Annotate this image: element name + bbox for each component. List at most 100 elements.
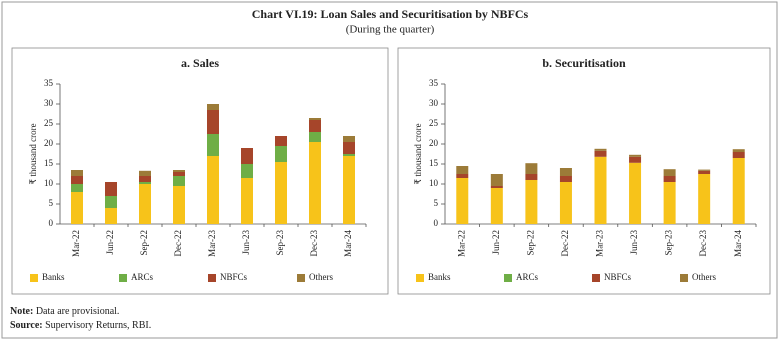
bar-segment [594, 148, 607, 151]
x-tick-label: Jun-23 [629, 230, 639, 255]
y-tick-label: 35 [429, 78, 439, 88]
y-axis-title: ₹ thousand crore [28, 123, 38, 184]
bar-segment [173, 172, 185, 176]
panel-title: a. Sales [181, 56, 219, 70]
y-tick-label: 25 [44, 118, 54, 128]
y-tick-label: 0 [434, 218, 439, 228]
bar-segment [698, 170, 711, 174]
bar-segment [732, 149, 745, 152]
bar-segment [139, 184, 151, 224]
bar-segment [732, 158, 745, 224]
y-tick-label: 25 [429, 118, 439, 128]
y-tick-label: 15 [429, 158, 439, 168]
x-tick-label: Mar-24 [343, 230, 353, 257]
bar-segment [71, 184, 83, 192]
y-tick-label: 10 [429, 178, 439, 188]
y-tick-label: 35 [44, 78, 54, 88]
x-tick-label: Dec-22 [560, 230, 570, 257]
panel-frame [397, 47, 771, 295]
y-tick-label: 30 [429, 98, 439, 108]
bar-segment [629, 162, 642, 224]
bar-segment [343, 136, 355, 142]
bar-segment [343, 154, 355, 156]
legend-label: Banks [428, 272, 451, 282]
x-tick-label: Dec-23 [309, 230, 319, 257]
y-tick-label: 5 [434, 198, 439, 208]
bar-segment [663, 169, 676, 176]
bar-segment [139, 170, 151, 176]
y-tick-label: 20 [44, 138, 54, 148]
legend-label: ARCs [131, 272, 154, 282]
bar-segment [698, 174, 711, 224]
x-tick-label: Sep-22 [139, 230, 149, 256]
bar-segment [105, 208, 117, 224]
bar-segment [309, 120, 321, 132]
legend-swatch [208, 274, 216, 282]
y-tick-label: 10 [44, 178, 54, 188]
chart-panel: a. Sales 0 5 10 15 20 25 30 35 ₹ thousand crore Ma… [11, 47, 389, 295]
bar-segment [275, 146, 287, 162]
legend-label: ARCs [516, 272, 539, 282]
bar-segment [594, 156, 607, 224]
bar-segment [309, 118, 321, 120]
x-tick-label: Jun-22 [105, 230, 115, 255]
legend-swatch [592, 274, 600, 282]
note-text: Data are provisional. [36, 306, 120, 317]
legend-swatch [297, 274, 305, 282]
legend-swatch [416, 274, 424, 282]
x-tick-label: Mar-23 [595, 230, 605, 257]
bar-segment [173, 176, 185, 186]
bar-segment [629, 154, 642, 157]
legend-label: Others [692, 272, 716, 282]
bar-segment [559, 168, 572, 176]
y-axis-title: ₹ thousand crore [413, 123, 423, 184]
note: Note: Data are provisional. [10, 306, 119, 317]
bar-segment [241, 148, 253, 164]
legend-label: NBFCs [604, 272, 632, 282]
bar-segment [275, 136, 287, 146]
x-tick-label: Dec-22 [173, 230, 183, 257]
legend-label: Banks [42, 272, 65, 282]
bar-segment [309, 142, 321, 224]
x-tick-label: Mar-24 [733, 230, 743, 257]
bar-segment [241, 164, 253, 178]
x-tick-label: Mar-22 [456, 230, 466, 257]
source-label: Source: [10, 320, 43, 331]
legend-swatch [504, 274, 512, 282]
bar-segment [105, 196, 117, 208]
bar-segment [490, 186, 503, 188]
x-tick-label: Sep-23 [664, 230, 674, 256]
note-label: Note: [10, 306, 33, 317]
bar-segment [343, 156, 355, 224]
bar-segment [698, 169, 711, 171]
bar-segment [105, 182, 117, 196]
x-tick-label: Mar-23 [207, 230, 217, 257]
bar-segment [663, 176, 676, 182]
bar-segment [139, 176, 151, 182]
bar-segment [207, 134, 219, 156]
bar-segment [207, 156, 219, 224]
bar-segment [173, 170, 185, 172]
legend-label: Others [309, 272, 333, 282]
legend-swatch [119, 274, 127, 282]
bar-segment [559, 176, 572, 182]
bar-segment [71, 170, 83, 176]
bar-segment [456, 174, 469, 178]
x-tick-label: Mar-22 [71, 230, 81, 257]
panel-frame [11, 47, 389, 295]
bar-segment [241, 178, 253, 224]
bar-segment [207, 110, 219, 134]
bar-segment [71, 176, 83, 184]
chart-panel: b. Securitisation 0 5 10 15 20 25 30 35 ₹ thousan… [397, 47, 771, 295]
bar-segment [663, 182, 676, 224]
bar-segment [456, 178, 469, 224]
bar-segment [309, 132, 321, 142]
bar-segment [525, 180, 538, 224]
x-tick-label: Sep-23 [275, 230, 285, 256]
legend-label: NBFCs [220, 272, 248, 282]
x-tick-label: Dec-23 [698, 230, 708, 257]
chart-subtitle: (During the quarter) [346, 24, 435, 36]
bar-segment [275, 162, 287, 224]
x-tick-label: Jun-22 [491, 230, 501, 255]
bar-segment [139, 182, 151, 184]
